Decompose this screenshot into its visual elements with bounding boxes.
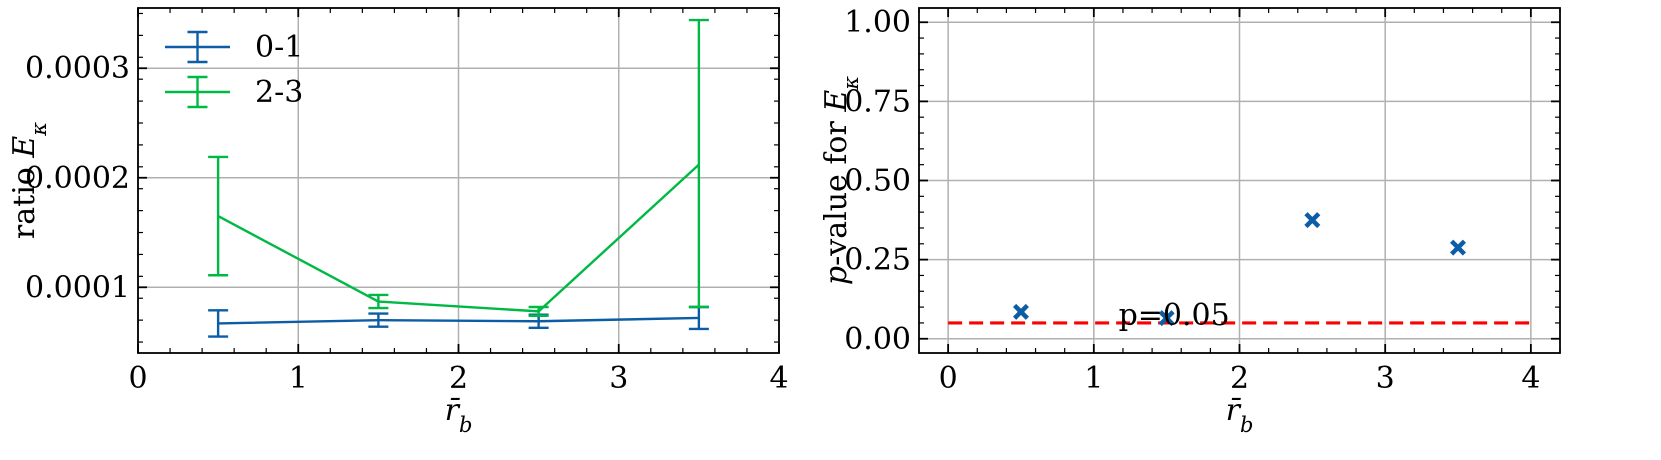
x-tick-label: 2 [1230, 361, 1249, 396]
scatter-point [1012, 303, 1029, 320]
x-tick-label: 3 [1376, 361, 1395, 396]
legend-label: 0-1 [255, 30, 303, 65]
x-tick-label: 1 [1084, 361, 1103, 396]
x-tick-label: 1 [289, 361, 308, 396]
y-axis-label: p-value for Eκ [819, 76, 863, 285]
left-panel: 0 1 2 3 4 0.0001 0.0002 0.0003 r̄b ratio Eκ 0-1 2-3 [7, 7, 789, 437]
y-axis-label: ratio Eκ [7, 122, 51, 239]
x-tick-label: 3 [609, 361, 628, 396]
x-tick-label: 0 [128, 361, 147, 396]
right-panel: p=0.05 0 1 2 3 4 0.00 0.25 0.50 0.75 1.00 r̄b p-valu… [819, 5, 1561, 437]
x-axis-label: r̄b [445, 393, 473, 437]
y-tick-label: 0.0001 [25, 270, 130, 305]
scatter-point [1450, 239, 1467, 256]
x-axis-label: r̄b [1226, 393, 1254, 437]
series-line-0-1 [218, 316, 699, 325]
y-tick-label: 0.00 [844, 322, 911, 357]
legend-label: 2-3 [255, 75, 303, 110]
y-tick-label: 0.0002 [25, 161, 130, 196]
y-tick-label: 0.0003 [25, 51, 130, 86]
y-tick-label: 0.25 [844, 243, 911, 278]
scatter-point [1304, 212, 1321, 229]
y-tick-label: 0.50 [844, 164, 911, 199]
x-tick-label: 0 [939, 361, 958, 396]
scatter-point [1158, 310, 1175, 327]
y-tick-label: 0.75 [844, 84, 911, 119]
series-line-2-3 [217, 163, 700, 313]
threshold-annotation: p=0.05 [1119, 298, 1230, 333]
x-tick-label: 4 [769, 361, 788, 396]
x-tick-label: 4 [1521, 361, 1540, 396]
x-tick-label: 2 [449, 361, 468, 396]
y-tick-label: 1.00 [844, 5, 911, 40]
